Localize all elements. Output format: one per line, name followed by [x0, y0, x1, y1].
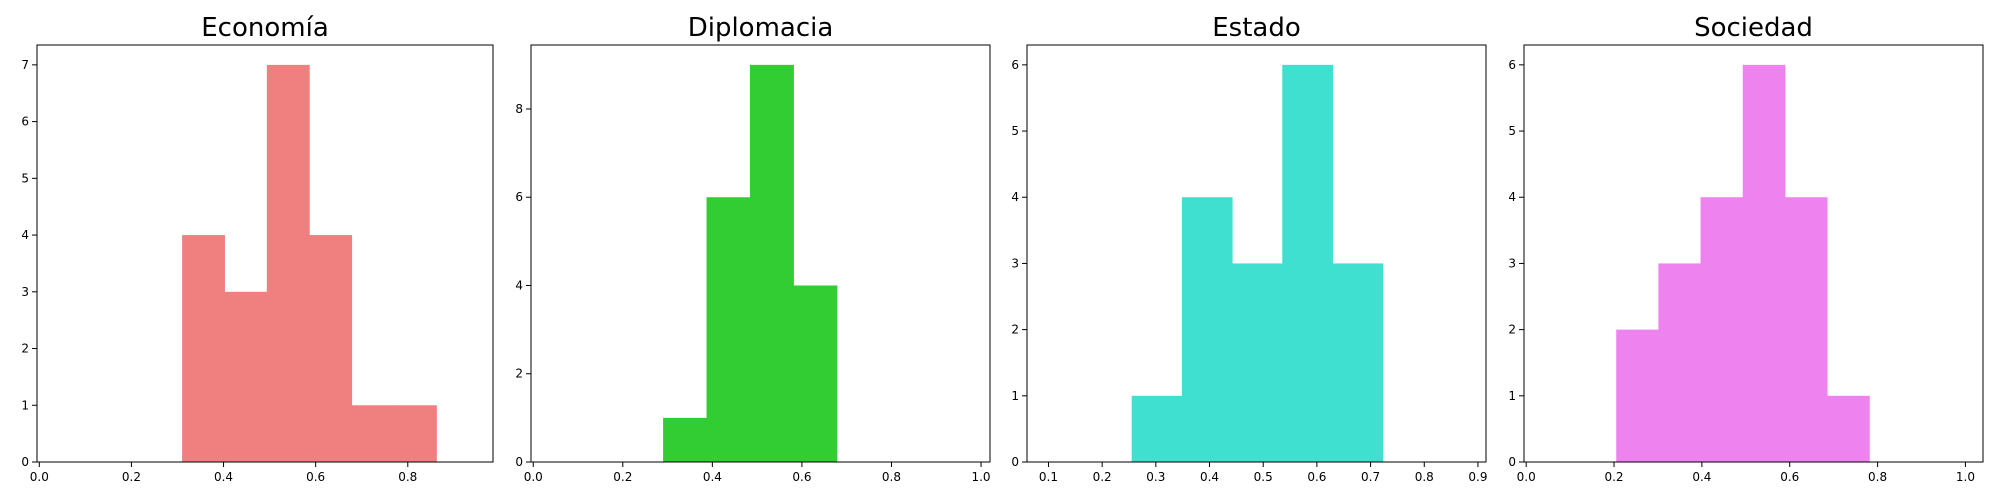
sociedad-axes-frame: [1523, 44, 1984, 463]
sociedad-xtick-label-0: 0.0: [1517, 470, 1536, 484]
economia-ytick-label-5: 5: [21, 171, 29, 185]
sociedad-xtick-label-1: 0.2: [1604, 470, 1623, 484]
estado-xtick-label-1: 0.2: [1093, 470, 1112, 484]
estado-ytick-label-0: 0: [1011, 455, 1019, 469]
economia-xtick-label-4: 0.8: [398, 470, 417, 484]
diplomacia-xtick-label-4: 0.8: [882, 470, 901, 484]
estado-bar-0: [1131, 395, 1183, 462]
sociedad-xtick-label-3: 0.6: [1780, 470, 1799, 484]
estado-ytick-label-3: 3: [1011, 256, 1019, 270]
panel-sociedad: 0.0 0.2 0.4 0.6 0.8 1.0 0 1 2 3 4 5 6 Sociedad: [1508, 13, 1984, 484]
diplomacia-bar-3: [793, 285, 838, 462]
economia-ytick-label-1: 1: [21, 398, 29, 412]
estado-ytick-label-5: 5: [1011, 124, 1019, 138]
economia-ytick-label-4: 4: [21, 228, 29, 242]
estado-ytick-label-1: 1: [1011, 389, 1019, 403]
diplomacia-xtick-label-1: 0.2: [613, 470, 632, 484]
diplomacia-ytick-label-1: 2: [515, 367, 523, 381]
economia-xtick-label-3: 0.6: [306, 470, 325, 484]
sociedad-ytick-label-1: 1: [1508, 389, 1516, 403]
estado-xtick-label-4: 0.5: [1254, 470, 1273, 484]
diplomacia-xtick-label-2: 0.4: [703, 470, 722, 484]
economia-bar-2: [266, 64, 310, 462]
economia-ytick-label-3: 3: [21, 285, 29, 299]
estado-ytick-label-6: 6: [1011, 58, 1019, 72]
estado-axes-frame: [1026, 44, 1487, 463]
economia-ytick-label-0: 0: [21, 455, 29, 469]
sociedad-title: Sociedad: [1694, 13, 1813, 43]
diplomacia-ytick-label-4: 8: [515, 102, 523, 116]
sociedad-ytick-label-2: 2: [1508, 323, 1516, 337]
diplomacia-xtick-label-5: 1.0: [971, 470, 990, 484]
economia-axes-frame: [36, 44, 494, 463]
sociedad-bar-0: [1616, 329, 1659, 462]
economia-xtick-label-2: 0.4: [214, 470, 233, 484]
diplomacia-ytick-label-3: 6: [515, 190, 523, 204]
diplomacia-bar-2: [749, 64, 794, 462]
estado-xtick-label-5: 0.6: [1307, 470, 1326, 484]
diplomacia-axes-frame: [530, 44, 991, 463]
diplomacia-xtick-label-3: 0.6: [792, 470, 811, 484]
estado-bar-1: [1181, 197, 1233, 462]
estado-xtick-label-3: 0.4: [1200, 470, 1219, 484]
estado-xtick-label-0: 0.1: [1039, 470, 1058, 484]
sociedad-ytick-label-4: 4: [1508, 190, 1516, 204]
estado-xtick-label-8: 0.9: [1468, 470, 1487, 484]
sociedad-ytick-label-5: 5: [1508, 124, 1516, 138]
panel-economia: 0.0 0.2 0.4 0.6 0.8 0 1 2 3 4 5 6 7 Economía: [21, 13, 494, 484]
sociedad-ytick-label-3: 3: [1508, 256, 1516, 270]
estado-xtick-label-6: 0.7: [1361, 470, 1380, 484]
estado-ytick-label-2: 2: [1011, 323, 1019, 337]
sociedad-bar-3: [1742, 64, 1786, 462]
diplomacia-title: Diplomacia: [688, 13, 834, 43]
sociedad-xtick-label-2: 0.4: [1692, 470, 1711, 484]
sociedad-xtick-label-4: 0.8: [1868, 470, 1887, 484]
economia-bar-1: [224, 291, 268, 462]
economia-ytick-label-7: 7: [21, 58, 29, 72]
estado-xtick-label-7: 0.8: [1415, 470, 1434, 484]
panel-diplomacia: 0.0 0.2 0.4 0.6 0.8 1.0 0 2 4 6 8 Diplomacia: [515, 13, 990, 484]
sociedad-bar-1: [1658, 263, 1702, 462]
diplomacia-ytick-label-2: 4: [515, 278, 523, 292]
estado-ytick-label-4: 4: [1011, 190, 1019, 204]
estado-title: Estado: [1212, 13, 1301, 43]
economia-xtick-label-0: 0.0: [30, 470, 49, 484]
diplomacia-bar-1: [706, 197, 751, 462]
estado-bar-3: [1282, 64, 1333, 462]
economia-bar-5: [393, 405, 437, 462]
estado-bar-2: [1232, 263, 1283, 462]
diplomacia-xtick-label-0: 0.0: [524, 470, 543, 484]
economia-title: Economía: [201, 13, 329, 43]
estado-xtick-label-2: 0.3: [1146, 470, 1165, 484]
sociedad-bar-5: [1827, 395, 1870, 462]
economia-ytick-label-6: 6: [21, 115, 29, 129]
diplomacia-ytick-label-0: 0: [515, 455, 523, 469]
panel-estado: 0.1 0.2 0.3 0.4 0.5 0.6 0.7 0.8 0.9 0 1 2 3 4 5 6 Estado: [1011, 13, 1487, 484]
sociedad-xtick-label-5: 1.0: [1956, 470, 1975, 484]
sociedad-bar-2: [1700, 197, 1744, 462]
economia-bar-3: [309, 235, 353, 462]
economia-bar-4: [351, 405, 395, 462]
estado-bar-4: [1332, 263, 1384, 462]
diplomacia-bar-0: [663, 417, 708, 462]
sociedad-ytick-label-6: 6: [1508, 58, 1516, 72]
economia-xtick-label-1: 0.2: [122, 470, 141, 484]
sociedad-bar-4: [1784, 197, 1828, 462]
economia-ytick-label-2: 2: [21, 342, 29, 356]
sociedad-ytick-label-0: 0: [1508, 455, 1516, 469]
economia-bar-0: [182, 235, 225, 462]
